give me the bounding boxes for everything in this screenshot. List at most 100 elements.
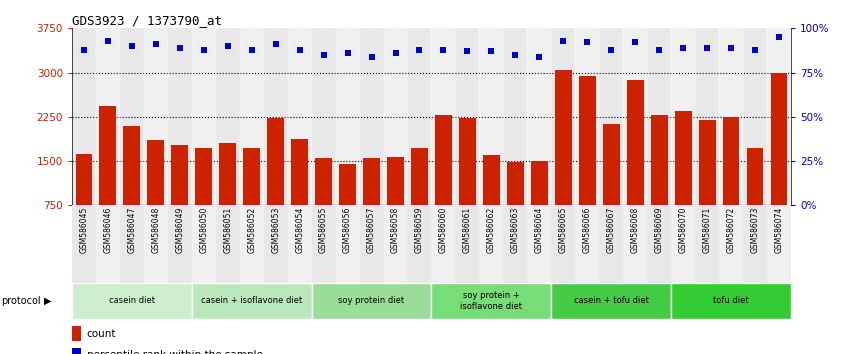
Bar: [100, 106, 116, 250]
Bar: [72, 348, 81, 354]
Bar: [360, 205, 383, 283]
Bar: [339, 164, 356, 250]
Point: [724, 45, 738, 51]
Bar: [192, 205, 216, 283]
Bar: [288, 205, 311, 283]
Point: [604, 47, 618, 52]
Point: [629, 40, 642, 45]
Bar: [527, 28, 552, 205]
Point: [413, 47, 426, 52]
Point: [557, 38, 570, 44]
Text: GDS3923 / 1373790_at: GDS3923 / 1373790_at: [72, 14, 222, 27]
Text: GSM586047: GSM586047: [128, 207, 136, 253]
Bar: [555, 70, 572, 250]
Bar: [316, 158, 332, 250]
Bar: [144, 205, 168, 283]
Point: [437, 47, 450, 52]
Text: GSM586064: GSM586064: [535, 207, 544, 253]
Bar: [172, 144, 188, 250]
Bar: [311, 28, 336, 205]
Bar: [527, 205, 552, 283]
Text: count: count: [86, 329, 116, 339]
Bar: [124, 126, 140, 250]
Text: GSM586046: GSM586046: [103, 207, 113, 253]
Text: percentile rank within the sample: percentile rank within the sample: [86, 350, 262, 354]
Bar: [455, 28, 480, 205]
Bar: [579, 75, 596, 250]
Bar: [771, 73, 788, 250]
Bar: [627, 80, 644, 250]
Text: GSM586058: GSM586058: [391, 207, 400, 253]
Text: GSM586072: GSM586072: [727, 207, 735, 253]
Bar: [743, 205, 767, 283]
Bar: [503, 205, 527, 283]
Point: [341, 50, 354, 56]
Bar: [360, 28, 383, 205]
Text: GSM586060: GSM586060: [439, 207, 448, 253]
Point: [772, 34, 786, 40]
Bar: [743, 28, 767, 205]
Text: GSM586049: GSM586049: [175, 207, 184, 253]
Point: [101, 38, 114, 44]
Bar: [239, 28, 264, 205]
Bar: [675, 111, 691, 250]
Bar: [387, 157, 404, 250]
Bar: [483, 155, 500, 250]
Text: soy protein diet: soy protein diet: [338, 296, 404, 306]
Point: [149, 41, 162, 47]
Point: [221, 43, 234, 49]
Bar: [192, 283, 311, 319]
Bar: [507, 162, 524, 250]
Bar: [120, 28, 144, 205]
Bar: [431, 283, 552, 319]
Bar: [72, 205, 96, 283]
Bar: [311, 205, 336, 283]
Point: [388, 50, 403, 56]
Bar: [695, 28, 719, 205]
Text: GSM586048: GSM586048: [151, 207, 160, 253]
Bar: [383, 205, 408, 283]
Point: [749, 47, 762, 52]
Bar: [671, 283, 791, 319]
Text: casein + isoflavone diet: casein + isoflavone diet: [201, 296, 302, 306]
Point: [700, 45, 714, 51]
Bar: [408, 205, 431, 283]
Point: [485, 48, 498, 54]
Text: casein diet: casein diet: [109, 296, 155, 306]
Bar: [480, 28, 503, 205]
Bar: [431, 205, 455, 283]
Bar: [552, 205, 575, 283]
Bar: [699, 120, 716, 250]
Bar: [96, 28, 120, 205]
Point: [197, 47, 211, 52]
Text: ▶: ▶: [44, 296, 52, 306]
Bar: [624, 28, 647, 205]
Bar: [719, 28, 743, 205]
Point: [269, 41, 283, 47]
Bar: [168, 205, 192, 283]
Bar: [120, 205, 144, 283]
Bar: [336, 28, 360, 205]
Bar: [408, 28, 431, 205]
Bar: [435, 115, 452, 250]
Text: GSM586073: GSM586073: [750, 207, 760, 253]
Bar: [264, 205, 288, 283]
Bar: [647, 28, 671, 205]
Text: GSM586057: GSM586057: [367, 207, 376, 253]
Bar: [192, 28, 216, 205]
Point: [77, 47, 91, 52]
Bar: [219, 143, 236, 250]
Bar: [291, 139, 308, 250]
Bar: [411, 148, 428, 250]
Text: casein + tofu diet: casein + tofu diet: [574, 296, 649, 306]
Text: GSM586074: GSM586074: [775, 207, 783, 253]
Text: GSM586063: GSM586063: [511, 207, 519, 253]
Text: GSM586052: GSM586052: [247, 207, 256, 253]
Point: [533, 54, 547, 59]
Bar: [624, 205, 647, 283]
Bar: [216, 28, 239, 205]
Bar: [767, 28, 791, 205]
Text: soy protein +
isoflavone diet: soy protein + isoflavone diet: [460, 291, 522, 310]
Bar: [264, 28, 288, 205]
Text: GSM586066: GSM586066: [583, 207, 591, 253]
